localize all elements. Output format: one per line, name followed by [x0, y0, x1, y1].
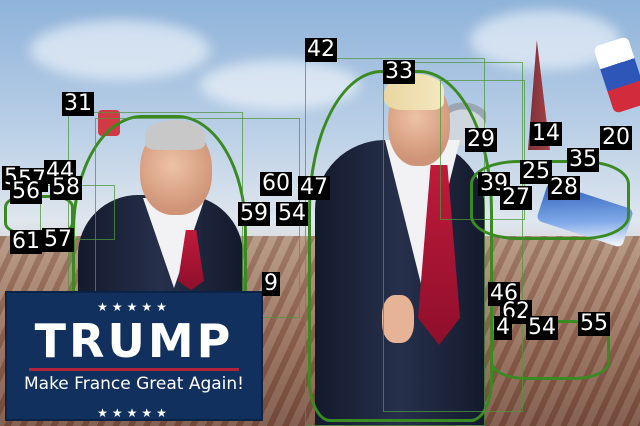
- mark-label: 61: [10, 229, 42, 254]
- mark-label: 57: [42, 227, 74, 252]
- mark-label: 54: [526, 315, 558, 340]
- mark-label: 60: [260, 171, 292, 196]
- mark-label: 47: [298, 175, 330, 200]
- mark-label: 35: [567, 147, 599, 172]
- mark-label: 20: [600, 125, 632, 150]
- mark-label: 58: [50, 175, 82, 200]
- sign-subtitle: Make France Great Again!: [23, 374, 244, 394]
- sign-title: TRUMP: [34, 314, 234, 368]
- mark-label: 28: [548, 175, 580, 200]
- bounding-box: [383, 62, 523, 412]
- mark-label: 29: [465, 127, 497, 152]
- mark-label: 4: [494, 315, 512, 340]
- mark-label: 55: [578, 311, 610, 336]
- mark-label: 27: [500, 185, 532, 210]
- mark-label: 14: [530, 121, 562, 146]
- cloud: [30, 20, 210, 80]
- sign-divider: [29, 368, 239, 371]
- mark-label: 31: [62, 91, 94, 116]
- mark-label: 33: [383, 59, 415, 84]
- mark-label: 59: [238, 201, 270, 226]
- bounding-box: [440, 80, 525, 220]
- sign-stars-top: ★★★★★: [97, 300, 171, 314]
- mark-label: 25: [520, 159, 552, 184]
- sign-stars-bottom: ★★★★★: [97, 406, 171, 420]
- french-flag-fragment: [593, 36, 640, 114]
- cloud: [470, 10, 620, 70]
- cloud: [200, 60, 360, 110]
- mark-label: 56: [10, 179, 42, 204]
- campaign-sign: ★★★★★ TRUMP Make France Great Again! ★★★…: [5, 291, 263, 421]
- mark-label: 54: [276, 201, 308, 226]
- mark-label: 39: [478, 171, 510, 196]
- mark-label: 9: [262, 271, 280, 296]
- mark-label: 42: [305, 37, 337, 62]
